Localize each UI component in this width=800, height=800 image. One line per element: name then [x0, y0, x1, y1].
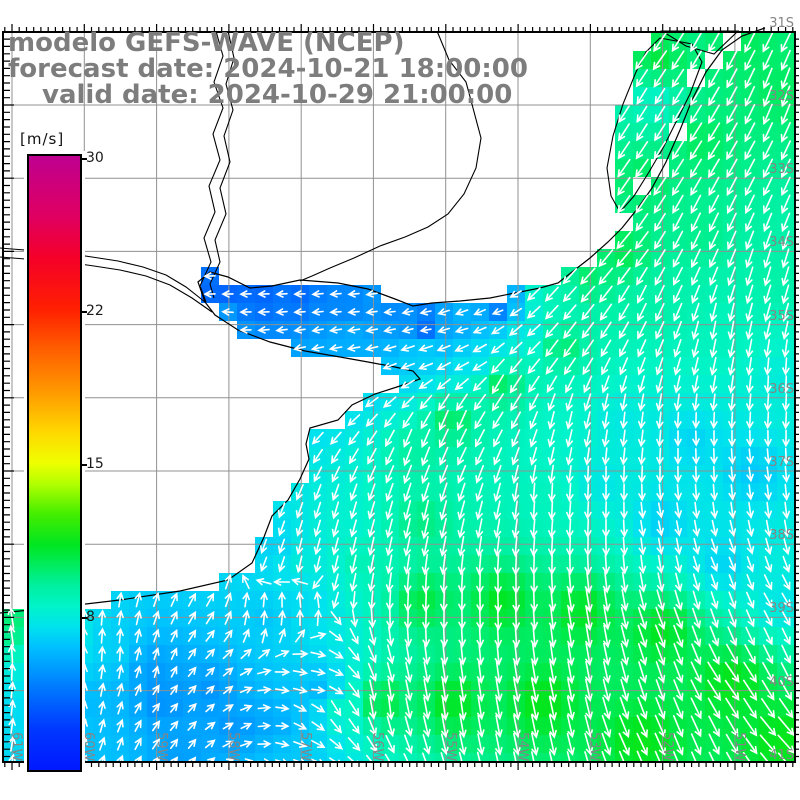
- river-line: [0, 247, 206, 303]
- colorbar-tick-mark: [81, 617, 87, 619]
- colorbar-unit-label: [m/s]: [20, 130, 65, 148]
- forecast-date-line: forecast date: 2024-10-21 18:00:00: [8, 54, 528, 84]
- wind-arrows: [7, 32, 795, 762]
- latitude-label: 32S: [769, 89, 794, 104]
- map-frame-ticks: [2, 24, 800, 770]
- river-line: [209, 30, 235, 299]
- longitude-label: 60W: [81, 732, 97, 762]
- longitude-label: 51W: [731, 732, 747, 762]
- longitude-label: 52W: [659, 732, 675, 762]
- valid-date-line: valid date: 2024-10-29 21:00:00: [42, 80, 513, 110]
- colorbar-tick-label: 15: [86, 456, 104, 472]
- colorbar-tick-mark: [81, 311, 87, 313]
- longitude-label: 58W: [225, 732, 241, 762]
- axis-tick-marks: [2, 24, 800, 770]
- longitude-label: 56W: [370, 732, 386, 762]
- latitude-label: 35S: [769, 308, 794, 324]
- latitude-label: 31S: [769, 15, 794, 31]
- latitude-label: 37S: [769, 455, 794, 470]
- coastline-layer: [0, 27, 766, 614]
- colorbar: [27, 154, 82, 772]
- latitude-label: 36S: [769, 381, 794, 397]
- river-line: [299, 30, 482, 282]
- latitude-label: 34S: [769, 235, 794, 251]
- river-line: [199, 30, 224, 303]
- colorbar-tick-label: 22: [86, 303, 104, 319]
- longitude-label: 55W: [442, 732, 458, 762]
- longitude-label: 57W: [298, 732, 314, 762]
- colorbar-tick-mark: [81, 464, 87, 466]
- latitude-label: 39S: [769, 601, 794, 617]
- latitude-label: 41S: [769, 747, 794, 763]
- coastline: [0, 301, 422, 614]
- lagoon-outline: [606, 37, 703, 213]
- latitude-label: 33S: [769, 162, 794, 178]
- map-border: [2, 31, 796, 763]
- coastline: [197, 27, 766, 307]
- latitude-label: 38S: [769, 528, 794, 544]
- wind-speed-cells: [3, 33, 795, 762]
- longitude-label: 53W: [587, 732, 603, 762]
- longitude-label: 54W: [515, 732, 530, 762]
- latitude-label: 40S: [769, 674, 794, 690]
- colorbar-tick-mark: [81, 158, 87, 160]
- longitude-label: 59W: [153, 732, 169, 762]
- colorbar-tick-label: 8: [86, 609, 95, 625]
- colorbar-tick-label: 30: [86, 150, 104, 166]
- colorbar-gradient: [27, 154, 82, 772]
- model-title: modelo GEFS-WAVE (NCEP): [8, 28, 405, 58]
- longitude-label: 61W: [9, 732, 24, 762]
- wind-direction-arrows: [7, 32, 795, 762]
